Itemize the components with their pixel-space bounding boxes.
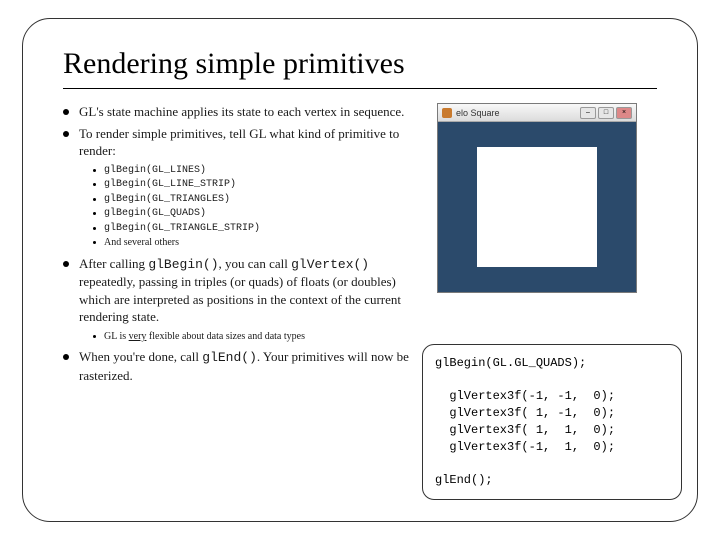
sub-bullet-dot-icon: [93, 198, 96, 201]
bullet-text: After calling glBegin(), you can call gl…: [79, 255, 423, 326]
window-titlebar: elo Square – □ ×: [438, 104, 636, 122]
close-icon: ×: [616, 107, 632, 119]
bullet-text: To render simple primitives, tell GL wha…: [79, 125, 423, 160]
bullet-item: When you're done, call glEnd(). Your pri…: [63, 348, 423, 384]
sub-bullet-text: And several others: [104, 236, 179, 251]
sub-bullet-text: glBegin(GL_TRIANGLE_STRIP): [104, 222, 260, 237]
sub-bullet-text: glBegin(GL_QUADS): [104, 207, 206, 222]
sub-bullet-text: GL is very flexible about data sizes and…: [104, 330, 305, 345]
bullet-dot-icon: [63, 261, 69, 267]
sub-bullet-list: glBegin(GL_LINES)glBegin(GL_LINE_STRIP)g…: [93, 164, 423, 251]
sub-bullet-dot-icon: [93, 169, 96, 172]
bullet-dot-icon: [63, 354, 69, 360]
title-underline: [63, 87, 657, 89]
sub-bullet-dot-icon: [93, 212, 96, 215]
sub-bullet-item: glBegin(GL_QUADS): [93, 207, 423, 222]
sub-bullet-item: glBegin(GL_LINE_STRIP): [93, 178, 423, 193]
sub-bullet-text: glBegin(GL_TRIANGLES): [104, 193, 230, 208]
bullet-dot-icon: [63, 109, 69, 115]
body-text: GL's state machine applies its state to …: [63, 103, 423, 388]
code-sample: glBegin(GL.GL_QUADS); glVertex3f(-1, -1,…: [422, 344, 682, 500]
sub-bullet-item: And several others: [93, 236, 423, 251]
bullet-item: GL's state machine applies its state to …: [63, 103, 423, 121]
sub-bullet-item: GL is very flexible about data sizes and…: [93, 330, 423, 345]
bullet-text: GL's state machine applies its state to …: [79, 103, 423, 121]
sub-bullet-text: glBegin(GL_LINES): [104, 164, 206, 179]
sub-bullet-item: glBegin(GL_LINES): [93, 164, 423, 179]
sub-bullet-dot-icon: [93, 335, 96, 338]
sub-bullet-text: glBegin(GL_LINE_STRIP): [104, 178, 236, 193]
bullet-item: To render simple primitives, tell GL wha…: [63, 125, 423, 160]
bullet-text: When you're done, call glEnd(). Your pri…: [79, 348, 423, 384]
bullet-dot-icon: [63, 131, 69, 137]
bullet-item: After calling glBegin(), you can call gl…: [63, 255, 423, 326]
maximize-icon: □: [598, 107, 614, 119]
minimize-icon: –: [580, 107, 596, 119]
sub-bullet-item: glBegin(GL_TRIANGLES): [93, 193, 423, 208]
sub-bullet-item: glBegin(GL_TRIANGLE_STRIP): [93, 222, 423, 237]
rendered-quad: [477, 147, 597, 267]
sub-bullet-dot-icon: [93, 227, 96, 230]
window-icon: [442, 108, 452, 118]
slide-title: Rendering simple primitives: [63, 47, 657, 81]
window-title: elo Square: [456, 108, 576, 118]
opengl-window-screenshot: elo Square – □ ×: [437, 103, 637, 293]
sub-bullet-list: GL is very flexible about data sizes and…: [93, 330, 423, 345]
sub-bullet-dot-icon: [93, 183, 96, 186]
sub-bullet-dot-icon: [93, 241, 96, 244]
gl-canvas: [438, 122, 636, 292]
window-controls: – □ ×: [580, 107, 632, 119]
